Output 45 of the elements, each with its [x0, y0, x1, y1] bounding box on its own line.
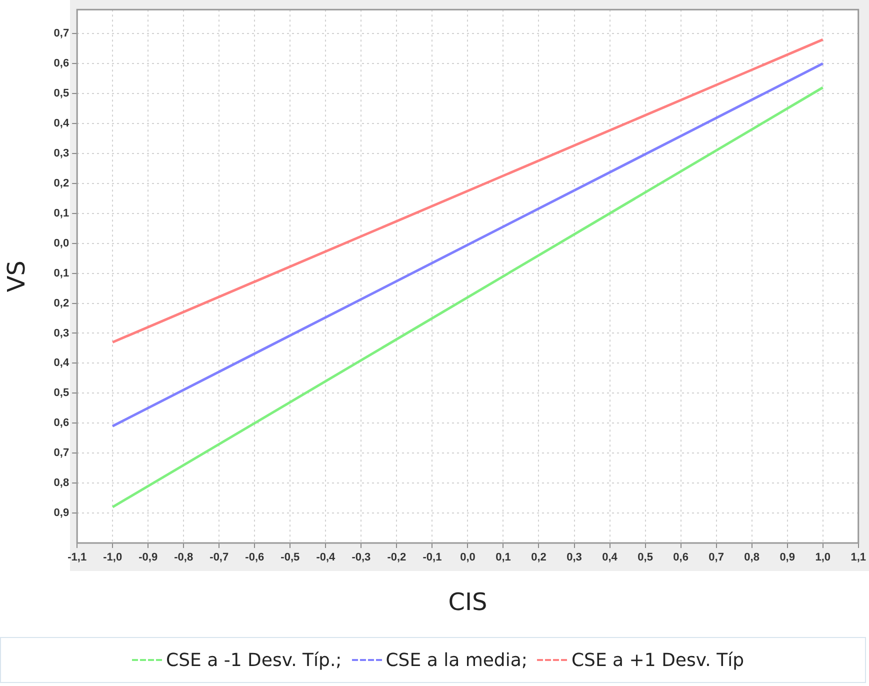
x-tick-label: 1,1	[850, 552, 866, 564]
y-tick-label: 0,6	[54, 58, 70, 70]
x-tick-label: 1,0	[815, 552, 830, 564]
y-tick-label: 0,6	[54, 417, 70, 430]
x-tick-label: 0,6	[673, 552, 688, 564]
y-tick-label: 0,3	[54, 327, 70, 340]
x-axis-title: CIS	[448, 588, 488, 616]
x-tick-label: 0,1	[496, 552, 511, 564]
x-tick-label: -0,9	[138, 552, 158, 564]
y-tick-label: 0,5	[54, 387, 70, 400]
x-tick-label: 0,2	[531, 552, 546, 564]
x-tick-label: -0,3	[352, 552, 371, 564]
x-tick-label: 0,3	[566, 552, 582, 564]
legend-label: CSE a +1 Desv. Típ	[571, 650, 744, 670]
x-tick-label: 0,5	[638, 552, 653, 564]
x-tick-label: 0,8	[744, 552, 760, 564]
y-tick-label: 0,4	[54, 118, 70, 130]
y-tick-label: 0,3	[54, 147, 70, 160]
y-tick-label: 0,0	[54, 237, 70, 250]
y-tick-label: 0,2	[54, 297, 70, 310]
x-tick-label: -1,0	[103, 552, 122, 564]
y-tick-label: 0,1	[54, 207, 70, 220]
x-tick-label: -0,2	[387, 552, 406, 564]
y-axis-title: VS	[2, 260, 31, 292]
y-tick-label: 0,1	[54, 267, 70, 280]
x-tick-label: -1,1	[68, 552, 87, 564]
y-tick-label: 0,2	[54, 177, 70, 190]
x-tick-label: -0,1	[422, 552, 442, 564]
legend-label: CSE a la media;	[386, 650, 528, 670]
y-tick-label: 0,7	[54, 447, 70, 460]
x-tick-label: -0,7	[210, 552, 229, 564]
x-tick-label: 0,9	[780, 552, 795, 564]
x-tick-label: -0,6	[245, 552, 264, 564]
x-tick-label: -0,5	[280, 552, 300, 564]
legend-label: CSE a -1 Desv. Típ.;	[166, 650, 342, 670]
x-tick-label: -0,4	[316, 552, 336, 564]
y-tick-label: 0,5	[54, 88, 70, 100]
y-tick-label: 0,9	[54, 507, 70, 520]
y-tick-label: 0,8	[54, 477, 70, 490]
x-tick-label: -0,8	[174, 552, 194, 564]
x-tick-label: 0,7	[708, 552, 724, 564]
y-tick-label: 0,4	[54, 357, 70, 370]
x-tick-label: 0,0	[460, 552, 476, 564]
y-tick-label: 0,7	[54, 28, 70, 40]
x-tick-label: 0,4	[602, 552, 618, 564]
